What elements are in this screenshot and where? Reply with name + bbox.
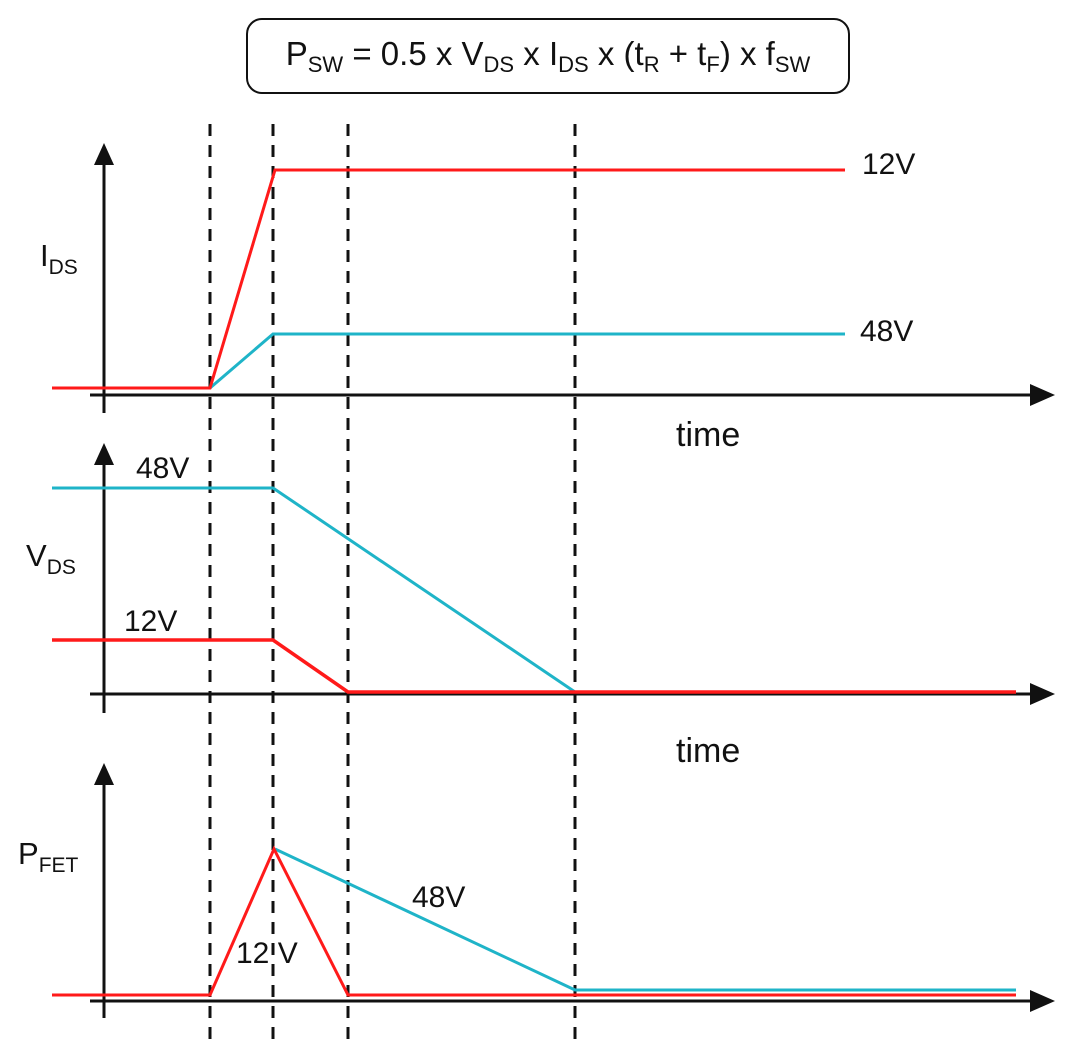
ids-12v-trace (52, 168, 845, 390)
formula-part-1: PSW (285, 34, 344, 77)
ids-x-label: time (676, 416, 741, 454)
vds-48v-label: 48V (136, 452, 190, 485)
panel-ids (52, 143, 1055, 413)
time-markers (208, 124, 577, 1042)
ids-axes (90, 165, 1030, 413)
vds-x-label: time (676, 732, 741, 770)
ids-12v-label: 12V (862, 148, 916, 181)
formula-part-5: + tF (659, 34, 720, 77)
vds-x-arrow-icon (1030, 683, 1055, 705)
formula-part-3: x IDS (514, 34, 589, 77)
ids-48v-trace (52, 332, 845, 390)
pfet-x-arrow-icon (1030, 990, 1055, 1012)
ids-x-arrow-icon (1030, 384, 1055, 406)
ids-48v-label: 48V (860, 315, 914, 348)
pfet-48v-label: 48V (412, 881, 466, 914)
panel-vds (52, 443, 1055, 713)
vds-12v-trace (52, 638, 1016, 694)
formula-part-6: ) x fSW (719, 34, 811, 77)
ids-y-arrow-icon (94, 143, 114, 165)
vds-y-label: VDS (26, 538, 76, 579)
formula-box: PSW = 0.5 x VDS x IDS x (tR + tF ) x fSW (246, 18, 850, 94)
pfet-y-label: PFET (18, 836, 79, 877)
vds-y-arrow-icon (94, 443, 114, 465)
pfet-12v-trace (52, 845, 1016, 997)
formula-part-4: x (tR (588, 34, 660, 77)
vds-12v-label: 12V (124, 605, 178, 638)
formula-part-2: = 0.5 x VDS (343, 34, 515, 77)
vds-48v-trace (52, 486, 576, 694)
pfet-12v-label: 12 V (236, 937, 298, 970)
panel-pfet (52, 763, 1055, 1018)
pfet-y-arrow-icon (94, 763, 114, 785)
pfet-48v-trace (274, 847, 1016, 992)
ids-y-label: IDS (40, 238, 78, 279)
